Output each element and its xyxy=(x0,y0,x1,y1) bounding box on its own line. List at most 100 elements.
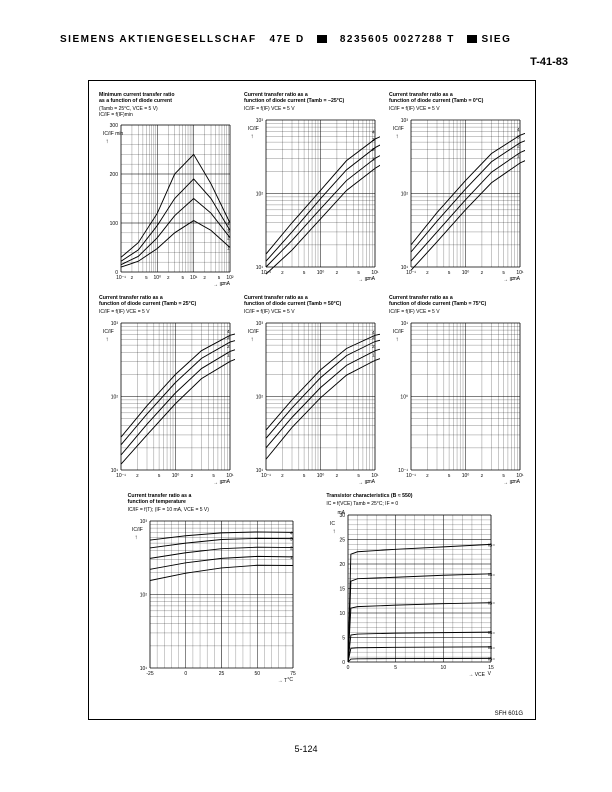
svg-text:→ T: → T xyxy=(277,678,286,684)
page-number: 5-124 xyxy=(0,744,612,754)
svg-text:4: 4 xyxy=(372,330,375,335)
chart-title: Transistor characteristics (B ≈ 550) xyxy=(326,494,496,500)
svg-text:IC/IF: IC/IF xyxy=(393,126,404,132)
chart-cell: Minimum current transfer ratio as a func… xyxy=(99,93,235,288)
svg-text:2: 2 xyxy=(336,473,339,478)
svg-text:4: 4 xyxy=(517,127,520,132)
chart-title: Current transfer ratio as a function of … xyxy=(389,296,525,308)
svg-text:2: 2 xyxy=(227,236,230,241)
svg-text:10¹: 10¹ xyxy=(139,666,147,672)
chart-cell: Current transfer ratio as a function of … xyxy=(128,494,298,684)
chart-cell: Transistor characteristics (B ≈ 550) IC =… xyxy=(326,494,496,684)
svg-text:100: 100 xyxy=(110,221,119,227)
svg-text:5: 5 xyxy=(502,270,505,275)
svg-text:→ IF: → IF xyxy=(503,277,514,283)
svg-text:IC/IF: IC/IF xyxy=(132,527,143,533)
svg-text:1: 1 xyxy=(227,246,230,251)
svg-text:0: 0 xyxy=(347,665,350,671)
svg-text:→ IF: → IF xyxy=(213,480,224,486)
svg-text:↑: ↑ xyxy=(333,529,336,535)
chart-subtitle: IC = f(VCE) Tamb = 25°C; IF = 0 xyxy=(326,502,496,508)
svg-text:IB= 5 µA: IB= 5 µA xyxy=(488,645,496,650)
chart-title: Current transfer ratio as a function of … xyxy=(389,93,525,105)
svg-text:2: 2 xyxy=(481,270,484,275)
svg-text:IC/IF min: IC/IF min xyxy=(103,131,123,137)
svg-text:10: 10 xyxy=(340,611,346,617)
chart-row-2: Current transfer ratio as a function of … xyxy=(99,296,525,486)
chart-subtitle: (Tamb = 25°C, VCE = 5 V) IC/IF = f(IF)mi… xyxy=(99,107,235,119)
chart-cell: Current transfer ratio as a function of … xyxy=(389,296,525,486)
svg-text:2: 2 xyxy=(481,473,484,478)
svg-text:3: 3 xyxy=(290,536,293,541)
svg-text:10²: 10² xyxy=(401,191,409,197)
svg-text:10⁰: 10⁰ xyxy=(400,395,408,401)
svg-text:3: 3 xyxy=(372,335,375,340)
chart-row-1: Minimum current transfer ratio as a func… xyxy=(99,93,525,288)
svg-text:15: 15 xyxy=(340,586,346,592)
chart-title: Current transfer ratio as a function of … xyxy=(244,296,380,308)
svg-text:IB= 30 µA: IB= 30 µA xyxy=(488,572,496,577)
chart-subtitle: IC/IF = f(IF) VCE = 5 V xyxy=(244,107,380,113)
svg-text:2: 2 xyxy=(281,473,284,478)
svg-text:IC/IF: IC/IF xyxy=(393,329,404,335)
svg-text:↑: ↑ xyxy=(396,134,399,140)
svg-text:4: 4 xyxy=(372,129,375,134)
svg-text:5: 5 xyxy=(303,270,306,275)
svg-text:5: 5 xyxy=(145,275,148,280)
svg-text:2: 2 xyxy=(281,270,284,275)
svg-text:5: 5 xyxy=(448,270,451,275)
chart-subtitle: IC/IF = f(IF) VCE = 5 V xyxy=(99,310,235,316)
svg-text:5: 5 xyxy=(357,473,360,478)
svg-text:0: 0 xyxy=(184,671,187,677)
svg-text:1: 1 xyxy=(372,353,375,358)
svg-text:5: 5 xyxy=(218,275,221,280)
svg-text:10¹: 10¹ xyxy=(401,265,409,271)
svg-text:2: 2 xyxy=(167,275,170,280)
chart-subtitle: IC/IF = f(IF) VCE = 5 V xyxy=(389,107,525,113)
svg-text:2: 2 xyxy=(426,270,429,275)
svg-text:10³: 10³ xyxy=(111,321,119,327)
svg-text:2: 2 xyxy=(336,270,339,275)
chart-subtitle: IC/IF = f(IF) VCE = 5 V xyxy=(389,310,525,316)
svg-text:10³: 10³ xyxy=(401,118,409,124)
svg-text:2: 2 xyxy=(290,545,293,550)
svg-text:2: 2 xyxy=(191,473,194,478)
svg-text:5: 5 xyxy=(502,473,505,478)
svg-text:V: V xyxy=(488,671,492,677)
svg-text:2: 2 xyxy=(372,147,375,152)
svg-text:5: 5 xyxy=(448,473,451,478)
svg-text:IB= 10 µA: IB= 10 µA xyxy=(488,630,496,635)
svg-text:°C: °C xyxy=(287,677,293,683)
chart-row-3: Current transfer ratio as a function of … xyxy=(99,494,525,684)
svg-text:↑: ↑ xyxy=(134,535,137,541)
svg-text:10⁰: 10⁰ xyxy=(154,275,162,281)
svg-text:→ IF: → IF xyxy=(358,480,369,486)
svg-text:50: 50 xyxy=(254,671,260,677)
chart-title: Current transfer ratio as a function of … xyxy=(128,494,298,506)
svg-text:↑: ↑ xyxy=(396,337,399,343)
svg-text:2: 2 xyxy=(203,275,206,280)
svg-text:10⁰: 10⁰ xyxy=(462,270,470,276)
svg-text:IC/IF: IC/IF xyxy=(103,329,114,335)
chart-title: Current transfer ratio as a function of … xyxy=(99,296,235,308)
svg-text:1: 1 xyxy=(227,353,230,358)
svg-text:↑: ↑ xyxy=(251,134,254,140)
black-box-icon xyxy=(317,35,327,43)
chart-title: Minimum current transfer ratio as a func… xyxy=(99,93,235,105)
chart-cell: Current transfer ratio as a function of … xyxy=(244,93,380,288)
svg-text:10⁰: 10⁰ xyxy=(462,473,470,479)
svg-text:↑: ↑ xyxy=(106,337,109,343)
chart-title: Current transfer ratio as a function of … xyxy=(244,93,380,105)
svg-text:→ IF: → IF xyxy=(503,480,514,486)
chart-cell: Current transfer ratio as a function of … xyxy=(244,296,380,486)
svg-text:mA: mA xyxy=(338,510,346,516)
doc-id: T-41-83 xyxy=(530,56,568,68)
svg-text:10¹: 10¹ xyxy=(401,321,409,327)
svg-text:5: 5 xyxy=(181,275,184,280)
svg-text:10³: 10³ xyxy=(139,519,147,525)
svg-text:10: 10 xyxy=(441,665,447,671)
svg-text:3: 3 xyxy=(517,134,520,139)
svg-text:10³: 10³ xyxy=(256,321,264,327)
company-name: SIEMENS AKTIENGESELLSCHAF xyxy=(60,34,257,45)
svg-text:10¹: 10¹ xyxy=(256,265,264,271)
